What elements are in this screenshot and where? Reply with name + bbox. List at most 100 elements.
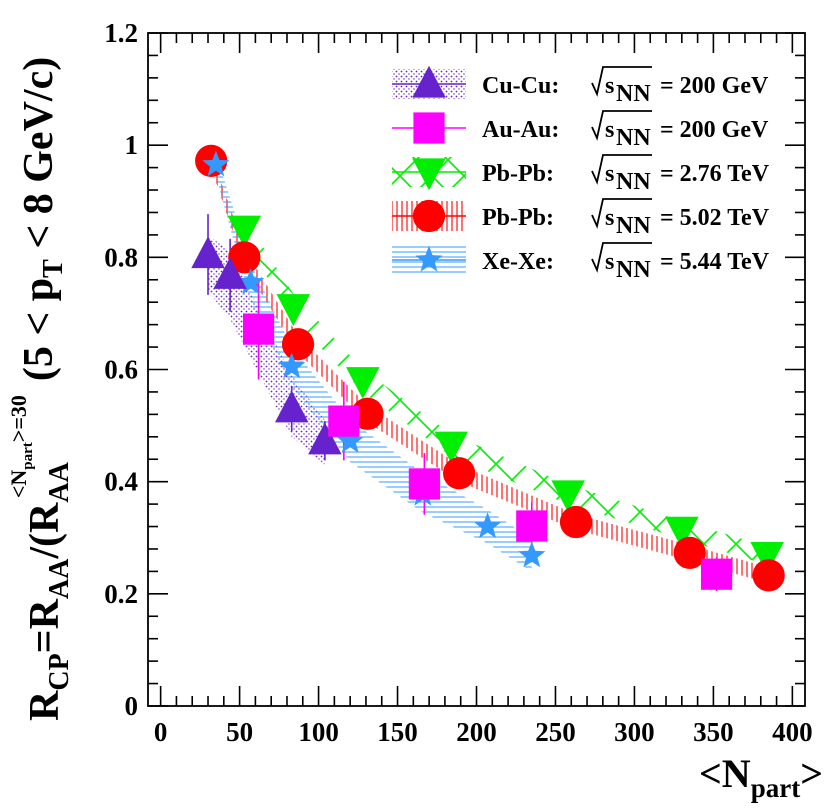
legend-entry-0: Cu-Cu: s NN = 200 GeV <box>392 65 769 107</box>
legend-entry-1: Au-Au: s NN = 200 GeV <box>392 110 769 151</box>
x-tick-label: 0 <box>154 717 168 747</box>
sqrt-symbol <box>591 154 652 185</box>
x-title-sub: part <box>751 773 801 803</box>
marker-pb-pb-circle <box>281 328 315 361</box>
legend-sqrt-sub: NN <box>616 257 651 283</box>
marker-pb-pb-circle <box>228 241 261 274</box>
marker-pb-pb-triangle-down <box>434 431 468 464</box>
band-pb-pb-3 <box>211 153 769 584</box>
y-tick-label: 1.2 <box>104 18 138 48</box>
y-title-sup-open: <N <box>6 470 31 499</box>
y-title-eq: =R <box>22 598 68 653</box>
legend-marker <box>413 112 445 144</box>
band-xe-xe-4 <box>215 153 532 572</box>
marker-pb-pb-circle <box>559 505 593 539</box>
marker-pb-pb-triangle-down <box>276 294 311 327</box>
data-markers <box>191 144 785 592</box>
legend-series-name: Cu-Cu: <box>482 73 559 99</box>
marker-xe-xe-star <box>336 427 364 453</box>
marker-pb-pb-circle <box>752 559 785 592</box>
y-axis-title: RCP=RAA/(RAA<Npart>=30(5 < pT < 8 GeV/c) <box>6 57 75 721</box>
y-title-aa: AA <box>44 558 75 599</box>
marker-pb-pb-triangle-down <box>750 542 784 574</box>
sqrt-symbol <box>591 198 652 229</box>
y-tick-label: 1 <box>125 130 139 160</box>
y-title-mid: /(R <box>22 502 68 560</box>
x-tick-label: 200 <box>456 717 497 747</box>
x-tick-label: 400 <box>772 717 813 747</box>
legend-marker <box>412 65 446 98</box>
marker-xe-xe-star <box>278 352 306 379</box>
marker-cu-cu-triangle-up <box>213 257 247 289</box>
marker-xe-xe-star <box>518 541 546 568</box>
x-tick-label: 150 <box>377 717 418 747</box>
legend-marker <box>412 158 446 191</box>
marker-xe-xe-star <box>202 150 230 177</box>
x-tick-label: 100 <box>298 717 339 747</box>
y-tick-label: 0.4 <box>104 467 138 497</box>
marker-xe-xe-star <box>237 268 265 295</box>
x-title-close: > <box>800 751 823 796</box>
y-title-t: T <box>38 259 69 278</box>
marker-pb-pb-circle <box>673 536 706 570</box>
x-title-open: <N <box>699 751 751 796</box>
y-tick-label: 0.2 <box>104 579 138 609</box>
legend-sqrt-sub: NN <box>616 213 651 239</box>
y-title-sup-close: >=30 <box>6 395 31 442</box>
legend-entry-2: Pb-Pb: s NN = 2.76 TeV <box>392 154 770 195</box>
marker-pb-pb-triangle-down <box>665 516 699 549</box>
y-title-sup-sub: part <box>20 442 36 470</box>
y-tick-label: 0.6 <box>104 355 138 385</box>
marker-pb-pb-triangle-down <box>551 480 585 513</box>
x-tick-label: 250 <box>535 717 576 747</box>
legend-sqrt-sub: NN <box>616 125 651 151</box>
legend-sqrt-s: s <box>605 249 614 275</box>
legend-sqrt-s: s <box>605 205 614 231</box>
legend-entry-3: Pb-Pb: s NN = 5.02 TeV <box>392 198 770 239</box>
x-tick-label: 300 <box>614 717 655 747</box>
y-title-aa2: AA <box>44 461 75 502</box>
legend-sqrt-s: s <box>605 117 614 143</box>
legend-energy: = 200 GeV <box>660 73 769 99</box>
marker-au-au-square <box>408 468 440 500</box>
legend-sqrt-sub: NN <box>616 169 651 195</box>
legend-energy: = 2.76 TeV <box>660 161 770 187</box>
y-title-r: R <box>22 690 68 721</box>
marker-au-au-square <box>242 313 275 345</box>
legend-series-name: Pb-Pb: <box>482 205 554 231</box>
x-tick-label: 50 <box>226 717 253 747</box>
sqrt-symbol <box>591 66 652 97</box>
sqrt-symbol <box>591 242 652 273</box>
x-tick-label: 350 <box>693 717 734 747</box>
legend-marker <box>412 199 446 233</box>
y-title-paren: (5 < p <box>16 278 62 381</box>
legend-entry-4: Xe-Xe: s NN = 5.44 TeV <box>392 242 770 283</box>
legend-sqrt-s: s <box>605 73 614 99</box>
legend-series-name: Au-Au: <box>482 117 559 143</box>
marker-pb-pb-circle <box>351 397 384 430</box>
y-title-cp: CP <box>44 653 75 690</box>
legend-series-name: Xe-Xe: <box>482 249 554 275</box>
marker-cu-cu-triangle-up <box>308 422 342 455</box>
marker-pb-pb-circle <box>443 457 476 490</box>
y-title-tail: < 8 GeV/c) <box>16 57 62 259</box>
marker-pb-pb-triangle-down <box>227 215 262 248</box>
marker-pb-pb-triangle-down <box>346 367 380 399</box>
y-tick-label: 0 <box>125 691 139 721</box>
y-tick-label: 0.8 <box>104 242 138 272</box>
marker-au-au-square <box>328 405 360 437</box>
x-axis: 0 50 100 150 200 250 300 350 400 <box>154 33 813 747</box>
legend-series-name: Pb-Pb: <box>482 161 554 187</box>
legend-energy: = 5.44 TeV <box>660 249 770 275</box>
legend-marker <box>415 245 443 272</box>
marker-au-au-square <box>516 510 548 542</box>
marker-xe-xe-star <box>474 512 502 539</box>
marker-cu-cu-triangle-up <box>191 236 225 269</box>
legend-sqrt-s: s <box>605 161 614 187</box>
marker-cu-cu-triangle-up <box>274 390 309 423</box>
x-axis-title: <Npart> <box>699 751 823 803</box>
legend-energy: = 200 GeV <box>660 117 769 143</box>
legend-energy: = 5.02 TeV <box>660 205 770 231</box>
